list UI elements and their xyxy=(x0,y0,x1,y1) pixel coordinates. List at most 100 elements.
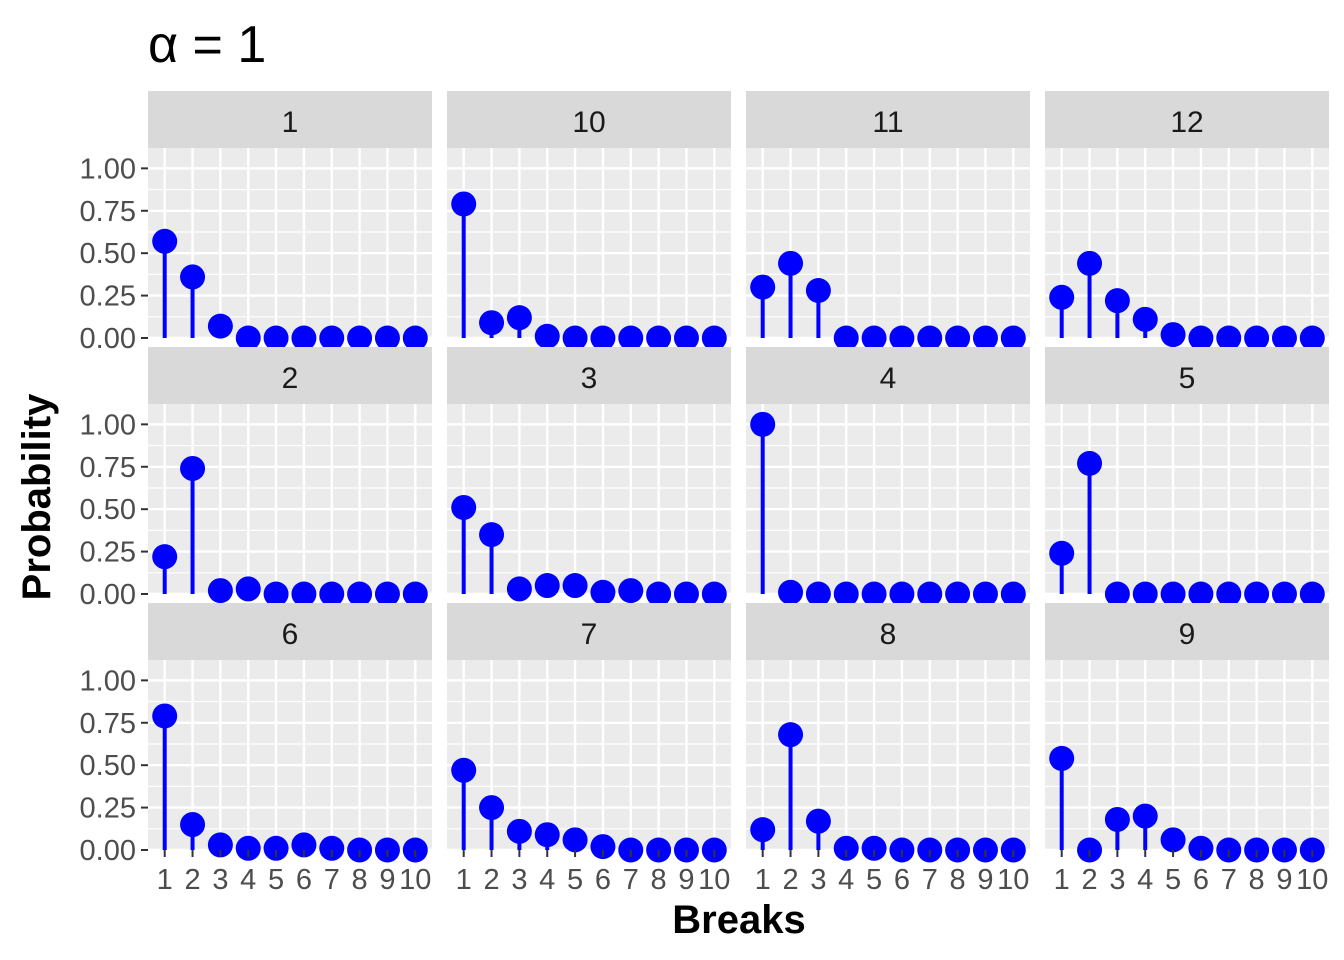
y-tick-label: 1.00 xyxy=(80,153,136,185)
facet-strip-label: 1 xyxy=(282,106,299,139)
x-tick-label: 3 xyxy=(212,864,228,896)
facet-strip-label: 12 xyxy=(1170,106,1203,139)
point-3-2 xyxy=(479,522,505,548)
x-tick-label: 5 xyxy=(268,864,284,896)
point-4-9 xyxy=(972,581,998,607)
point-5-8 xyxy=(1244,581,1270,607)
panel-background xyxy=(1045,404,1329,594)
facet-strip xyxy=(447,603,731,660)
point-11-8 xyxy=(945,325,971,351)
facet-strip xyxy=(746,91,1030,148)
y-tick-label: 0.50 xyxy=(80,494,136,526)
point-3-4 xyxy=(534,573,560,599)
x-tick-label: 1 xyxy=(456,864,472,896)
point-12-6 xyxy=(1188,325,1214,351)
x-tick-label: 8 xyxy=(950,864,966,896)
point-3-8 xyxy=(646,581,672,607)
panel-background xyxy=(148,404,432,594)
point-8-1 xyxy=(750,817,776,843)
point-10-5 xyxy=(562,325,588,351)
y-tick-label: 0.50 xyxy=(80,238,136,270)
x-tick-label: 6 xyxy=(1193,864,1209,896)
panel-background xyxy=(148,148,432,338)
panel-background xyxy=(1045,148,1329,338)
point-1-1 xyxy=(152,228,178,254)
point-5-5 xyxy=(1160,581,1186,607)
facet-panel-4: 4 xyxy=(746,347,1030,607)
point-5-7 xyxy=(1216,581,1242,607)
point-4-3 xyxy=(805,581,831,607)
y-tick-label: 0.25 xyxy=(80,281,136,313)
point-10-4 xyxy=(534,323,560,349)
point-1-6 xyxy=(291,325,317,351)
point-3-1 xyxy=(451,494,477,520)
point-2-1 xyxy=(152,544,178,570)
point-2-4 xyxy=(235,576,261,602)
x-tick-label: 10 xyxy=(997,864,1029,896)
point-4-1 xyxy=(750,411,776,437)
point-5-1 xyxy=(1049,540,1075,566)
point-1-7 xyxy=(319,325,345,351)
facet-strip-label: 6 xyxy=(282,618,299,651)
facet-panel-5: 5 xyxy=(1045,347,1329,607)
panel-background xyxy=(447,148,731,338)
point-2-2 xyxy=(180,455,206,481)
x-tick-label: 2 xyxy=(483,864,499,896)
point-6-4 xyxy=(235,835,261,861)
facet-strip xyxy=(1045,603,1329,660)
point-9-3 xyxy=(1104,806,1130,832)
x-tick-label: 7 xyxy=(1221,864,1237,896)
facet-panel-3: 3 xyxy=(447,347,731,607)
point-10-9 xyxy=(673,325,699,351)
point-5-6 xyxy=(1188,581,1214,607)
point-9-5 xyxy=(1160,827,1186,853)
point-12-1 xyxy=(1049,284,1075,310)
point-1-5 xyxy=(263,325,289,351)
x-tick-label: 9 xyxy=(1276,864,1292,896)
point-4-2 xyxy=(778,579,804,605)
facet-panel-10: 10 xyxy=(447,91,731,351)
facet-strip xyxy=(1045,347,1329,404)
y-tick-label: 0.75 xyxy=(80,708,136,740)
point-4-5 xyxy=(861,581,887,607)
x-tick-label: 3 xyxy=(1109,864,1125,896)
y-tick-label: 1.00 xyxy=(80,665,136,697)
point-12-9 xyxy=(1271,325,1297,351)
point-12-5 xyxy=(1160,322,1186,348)
x-tick-label: 5 xyxy=(1165,864,1181,896)
point-5-3 xyxy=(1104,581,1130,607)
point-10-1 xyxy=(451,191,477,217)
point-7-1 xyxy=(451,757,477,783)
point-1-8 xyxy=(347,325,373,351)
point-1-4 xyxy=(235,325,261,351)
point-11-6 xyxy=(889,325,915,351)
x-tick-label: 6 xyxy=(296,864,312,896)
point-6-3 xyxy=(207,832,233,858)
x-tick-label: 10 xyxy=(698,864,730,896)
x-tick-label: 10 xyxy=(1296,864,1328,896)
point-5-2 xyxy=(1077,450,1103,476)
facet-strip-label: 5 xyxy=(1179,362,1196,395)
y-axis-label: Probability xyxy=(15,393,59,600)
x-tick-label: 2 xyxy=(1081,864,1097,896)
point-11-9 xyxy=(972,325,998,351)
facet-strip-label: 11 xyxy=(872,106,903,139)
x-tick-label: 4 xyxy=(240,864,256,896)
x-tick-label: 3 xyxy=(810,864,826,896)
point-12-2 xyxy=(1077,250,1103,276)
panel-background xyxy=(447,404,731,594)
x-tick-label: 3 xyxy=(511,864,527,896)
facet-strip xyxy=(746,603,1030,660)
facet-panel-6: 60.000.250.500.751.001 2 3 4 5 6 7 8 9 10 xyxy=(80,603,432,896)
x-tick-label: 7 xyxy=(623,864,639,896)
point-7-2 xyxy=(479,795,505,821)
point-6-2 xyxy=(180,812,206,838)
point-1-2 xyxy=(180,264,206,290)
point-12-4 xyxy=(1132,306,1158,332)
point-2-9 xyxy=(374,581,400,607)
point-11-5 xyxy=(861,325,887,351)
facet-strip-label: 9 xyxy=(1179,618,1196,651)
facet-strip xyxy=(148,91,432,148)
x-tick-label: 10 xyxy=(399,864,431,896)
facet-strip xyxy=(148,603,432,660)
